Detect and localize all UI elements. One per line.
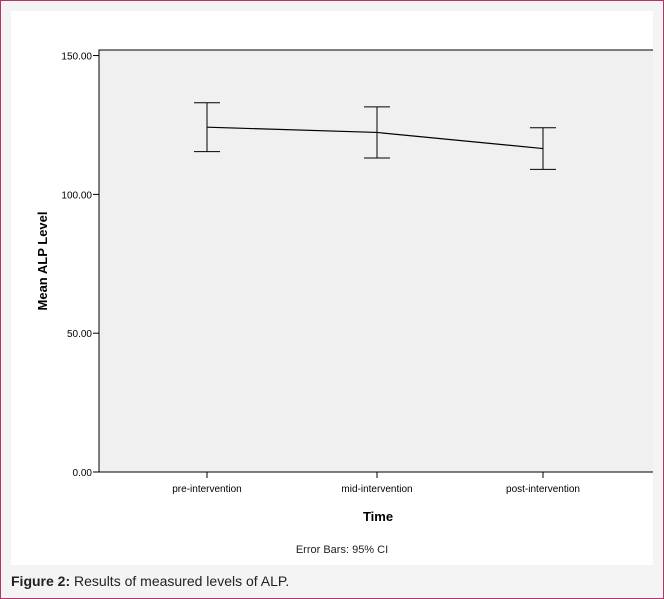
- y-axis: 0.00 50.00 100.00 150.00: [61, 52, 99, 479]
- chart: 0.00 50.00 100.00 150.00 pre-intervention mi…: [35, 49, 653, 556]
- y-tick-label: 150.00: [61, 52, 92, 63]
- figure-caption: Figure 2: Results of measured levels of …: [11, 573, 289, 589]
- caption-label: Figure 2:: [11, 573, 71, 589]
- y-tick-label: 0.00: [73, 468, 93, 479]
- y-axis-title: Mean ALP Level: [35, 212, 50, 311]
- chart-panel: 0.00 50.00 100.00 150.00 pre-intervention mi…: [11, 11, 653, 565]
- x-tick-label: mid-intervention: [341, 484, 412, 495]
- data-series: [194, 102, 556, 170]
- plot-area: [98, 49, 653, 473]
- x-axis: pre-intervention mid-intervention post-int…: [172, 472, 580, 495]
- error-bar-note: Error Bars: 95% CI: [296, 544, 388, 556]
- caption-text: Results of measured levels of ALP.: [70, 573, 290, 589]
- y-tick-label: 50.00: [67, 329, 92, 340]
- y-tick-label: 100.00: [61, 190, 92, 201]
- x-tick-label: pre-intervention: [172, 484, 241, 495]
- x-axis-title: Time: [363, 509, 393, 524]
- x-tick-label: post-intervention: [506, 484, 580, 495]
